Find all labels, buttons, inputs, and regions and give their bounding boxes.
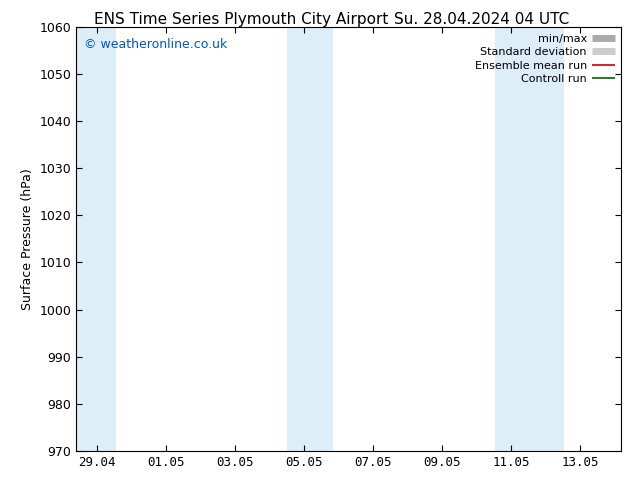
Bar [287, 27, 333, 451]
Legend: min/max, Standard deviation, Ensemble mean run, Controll run: min/max, Standard deviation, Ensemble me… [470, 29, 619, 89]
Text: ENS Time Series Plymouth City Airport: ENS Time Series Plymouth City Airport [94, 12, 388, 27]
Bar [76, 27, 116, 451]
Text: © weatheronline.co.uk: © weatheronline.co.uk [84, 38, 228, 50]
Text: Su. 28.04.2024 04 UTC: Su. 28.04.2024 04 UTC [394, 12, 569, 27]
Y-axis label: Surface Pressure (hPa): Surface Pressure (hPa) [21, 168, 34, 310]
Bar [495, 27, 564, 451]
